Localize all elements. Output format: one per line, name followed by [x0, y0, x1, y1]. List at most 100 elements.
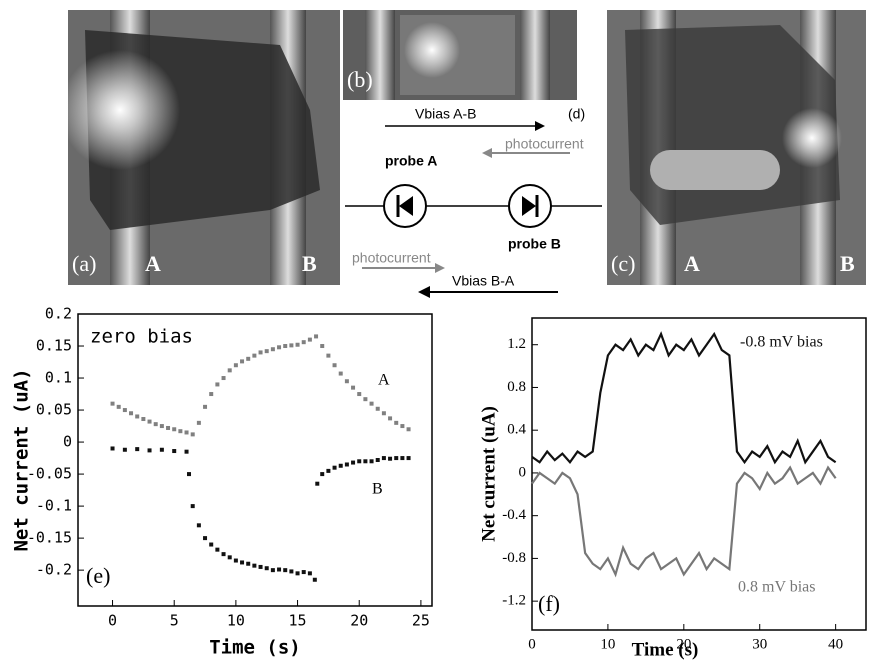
series-label: -0.8 mV bias: [740, 334, 823, 351]
data-point: [190, 432, 195, 437]
data-point: [178, 429, 183, 434]
data-point: [246, 561, 251, 566]
data-point: [400, 456, 405, 461]
bias-label: Vbias A-B: [415, 106, 476, 122]
data-point: [406, 456, 411, 461]
plot-frame: [77, 313, 433, 607]
data-point: [277, 567, 282, 572]
x-tick-label: 40: [828, 636, 843, 652]
data-point: [184, 449, 189, 454]
y-tick-label: 0.4: [507, 422, 526, 438]
data-point: [258, 564, 263, 569]
data-point: [320, 344, 325, 349]
y-tick-label: -0.05: [27, 465, 72, 483]
data-point: [307, 337, 312, 342]
panel-label: (a): [72, 251, 96, 276]
data-point: [394, 420, 399, 425]
data-point: [172, 449, 177, 454]
data-point: [252, 563, 257, 568]
data-point: [264, 566, 269, 571]
data-point: [209, 392, 214, 397]
y-tick-label: 0.8: [507, 379, 526, 395]
x-axis-label: Time (s): [632, 639, 699, 660]
data-point: [270, 568, 275, 573]
data-point: [375, 406, 380, 411]
panel-label: (b): [347, 67, 373, 92]
x-tick-label: 25: [412, 612, 430, 630]
data-point: [240, 560, 245, 565]
data-point: [344, 379, 349, 384]
y-tick-label: 0: [519, 464, 527, 480]
data-point: [369, 401, 374, 406]
data-point: [289, 343, 294, 348]
data-point: [357, 459, 362, 464]
photo-c: (c) A B: [607, 10, 866, 285]
data-point: [369, 459, 374, 464]
probe-label: probe B: [508, 236, 561, 252]
data-point: [301, 570, 306, 575]
data-point: [363, 459, 368, 464]
data-point: [187, 472, 192, 477]
x-tick-label: 0: [528, 636, 536, 652]
data-point: [215, 382, 220, 387]
data-point: [159, 424, 164, 429]
probe-label: A: [684, 251, 700, 276]
photocurrent-label: photocurrent: [352, 250, 431, 266]
data-point: [147, 448, 152, 453]
y-tick-label: -0.1: [36, 497, 72, 515]
data-point: [203, 536, 208, 541]
x-tick-label: 5: [170, 612, 179, 630]
data-point: [283, 568, 288, 573]
x-tick-label: 10: [600, 636, 615, 652]
data-point: [264, 349, 269, 354]
data-point: [153, 422, 158, 427]
x-tick-label: 0: [108, 612, 117, 630]
photo-a: (a) A B: [60, 10, 340, 285]
panel-label: (c): [611, 251, 635, 276]
y-tick-label: -0.4: [502, 507, 526, 523]
data-point: [147, 419, 152, 424]
data-point: [344, 462, 349, 467]
data-point: [184, 430, 189, 435]
probe-label: B: [302, 251, 317, 276]
data-point: [295, 571, 300, 576]
panel-label: (f): [538, 591, 560, 616]
y-tick-label: -1.2: [502, 593, 526, 609]
series-label: B: [372, 481, 383, 498]
x-tick-label: 20: [676, 636, 691, 652]
data-point: [351, 385, 356, 390]
data-point: [233, 558, 238, 563]
data-point: [246, 356, 251, 361]
data-point: [351, 460, 356, 465]
data-point: [159, 447, 164, 452]
data-point: [196, 420, 201, 425]
data-point: [135, 414, 140, 419]
data-point: [338, 463, 343, 468]
data-point: [233, 363, 238, 368]
data-point: [406, 427, 411, 432]
y-tick-label: -0.15: [27, 529, 72, 547]
data-point: [172, 427, 177, 432]
series-label: 0.8 mV bias: [738, 579, 815, 596]
x-tick-label: 20: [350, 612, 368, 630]
panel-label: (e): [86, 563, 110, 588]
data-point: [388, 416, 393, 421]
data-point: [196, 523, 201, 528]
data-point: [363, 397, 368, 402]
annotation: zero bias: [90, 326, 193, 348]
photocurrent-label: photocurrent: [505, 136, 584, 152]
data-point: [110, 446, 115, 451]
y-tick-label: 0: [63, 433, 72, 451]
data-point: [388, 456, 393, 461]
y-tick-label: 0.05: [36, 401, 72, 419]
data-point: [227, 368, 232, 373]
data-point: [190, 504, 195, 509]
data-point: [332, 363, 337, 368]
data-point: [314, 334, 319, 339]
data-point: [394, 456, 399, 461]
data-point: [277, 345, 282, 350]
data-point: [209, 542, 214, 547]
data-point: [221, 376, 226, 381]
data-point: [338, 371, 343, 376]
